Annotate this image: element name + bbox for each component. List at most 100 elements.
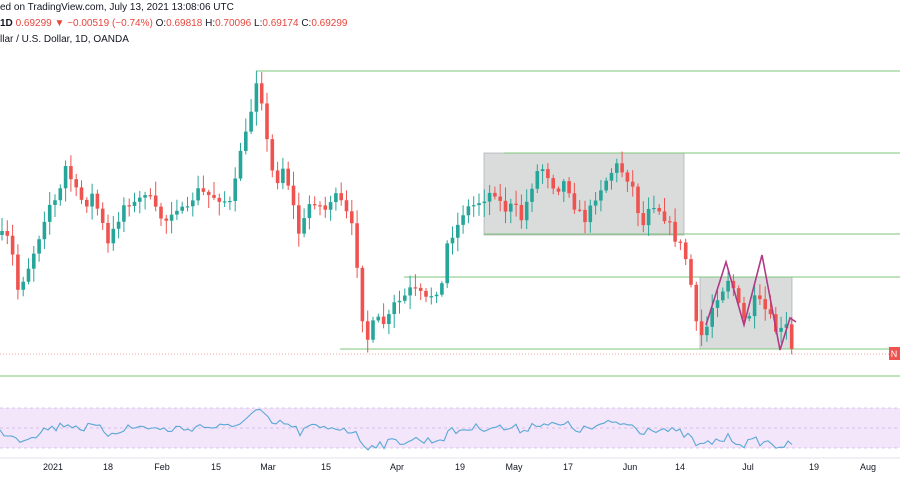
- candle-body: [281, 168, 285, 184]
- candle-body: [371, 320, 375, 340]
- candle-body: [180, 206, 184, 211]
- candle-body: [143, 195, 147, 198]
- candle-body: [376, 316, 381, 321]
- candle-body: [312, 204, 317, 206]
- candle-body: [471, 205, 476, 207]
- candle-body: [26, 268, 31, 282]
- candle-body: [37, 239, 41, 254]
- candle-body: [678, 241, 683, 243]
- candle-body: [784, 324, 789, 328]
- candle-body: [244, 131, 248, 151]
- zone-upper: [483, 152, 685, 236]
- candle-body: [482, 201, 487, 204]
- candle-body: [286, 168, 290, 186]
- x-tick-label: 17: [563, 462, 573, 472]
- candlesticks: [0, 70, 794, 355]
- candle-body: [599, 190, 603, 201]
- candle-body: [175, 210, 179, 215]
- candle-body: [212, 195, 216, 198]
- candle-body: [122, 205, 126, 222]
- pattern-zigzag: [705, 254, 797, 351]
- candle-body: [689, 259, 693, 285]
- candle-body: [461, 215, 465, 225]
- candle-body: [710, 307, 714, 327]
- candle-body: [493, 192, 497, 197]
- candle-body: [397, 300, 402, 303]
- candle-body: [132, 201, 137, 206]
- candle-body: [291, 185, 296, 206]
- x-tick-label: 18: [103, 462, 113, 472]
- chart-pattern: [705, 254, 797, 351]
- candle-body: [74, 179, 78, 188]
- candle-body: [440, 283, 444, 295]
- candle-body: [577, 209, 582, 211]
- price-chart[interactable]: N 2021 18 Feb 15 Mar 15 Apr 19 May 17 Jun 14 Jul 19 Au…: [0, 0, 900, 480]
- candle-body: [5, 231, 10, 236]
- candle-body: [53, 200, 57, 205]
- candle-body: [217, 197, 222, 202]
- candle-body: [456, 224, 460, 238]
- open-value: 0.69818: [166, 18, 203, 29]
- candle-body: [519, 204, 524, 221]
- candle-body: [111, 228, 116, 244]
- candle-body: [418, 287, 423, 291]
- x-tick-label: Feb: [154, 462, 170, 472]
- candle-body: [355, 223, 359, 268]
- time-axis: 2021 18 Feb 15 Mar 15 Apr 19 May 17 Jun 14 Jul 19 Aug: [0, 457, 900, 472]
- candle-body: [763, 299, 767, 310]
- candle-body: [339, 193, 343, 201]
- candle-body: [100, 208, 105, 223]
- candle-body: [535, 171, 540, 189]
- candle-body: [360, 267, 365, 322]
- candle-body: [424, 290, 428, 297]
- candle-body: [530, 188, 534, 202]
- candle-body: [270, 139, 275, 171]
- candle-body: [715, 300, 720, 308]
- candle-body: [630, 181, 635, 187]
- candle-body: [201, 188, 206, 192]
- candle-body: [768, 309, 773, 315]
- timeframe-label: 1D: [0, 18, 13, 29]
- symbol-title: llar / U.S. Dollar, 1D, OANDA: [0, 34, 129, 45]
- x-tick-label: Aug: [860, 462, 876, 472]
- candle-body: [652, 207, 656, 210]
- candle-body: [169, 214, 174, 221]
- candle-body: [625, 172, 630, 182]
- candle-body: [503, 200, 508, 212]
- candle-body: [350, 211, 354, 224]
- candle-body: [381, 316, 386, 325]
- candle-body: [789, 324, 794, 349]
- candle-body: [228, 201, 232, 203]
- candle-body: [58, 188, 63, 201]
- candle-body: [318, 205, 322, 207]
- x-tick-label: 15: [321, 462, 331, 472]
- candle-body: [726, 280, 730, 292]
- candle-body: [567, 181, 571, 194]
- candle-body: [69, 166, 73, 180]
- candle-body: [747, 316, 752, 319]
- candle-body: [556, 188, 561, 192]
- candle-body: [752, 295, 757, 317]
- candle-body: [593, 200, 598, 206]
- candle-body: [196, 188, 200, 201]
- candle-body: [540, 169, 545, 172]
- candle-body: [731, 280, 736, 289]
- candle-body: [429, 296, 434, 298]
- candle-body: [524, 201, 529, 221]
- candle-body: [32, 253, 36, 269]
- candle-body: [159, 206, 163, 219]
- candle-body: [90, 193, 94, 207]
- candle-body: [297, 205, 301, 234]
- candle-body: [445, 243, 449, 284]
- candle-body: [721, 291, 725, 301]
- candle-body: [164, 218, 169, 221]
- candle-body: [265, 103, 269, 140]
- candle-body: [116, 221, 121, 229]
- x-tick-label: 19: [455, 462, 465, 472]
- candle-body: [683, 242, 688, 260]
- candle-body: [604, 180, 608, 191]
- candle-body: [16, 254, 20, 290]
- candle-body: [238, 150, 243, 179]
- candle-body: [403, 295, 407, 301]
- candle-body: [413, 287, 418, 289]
